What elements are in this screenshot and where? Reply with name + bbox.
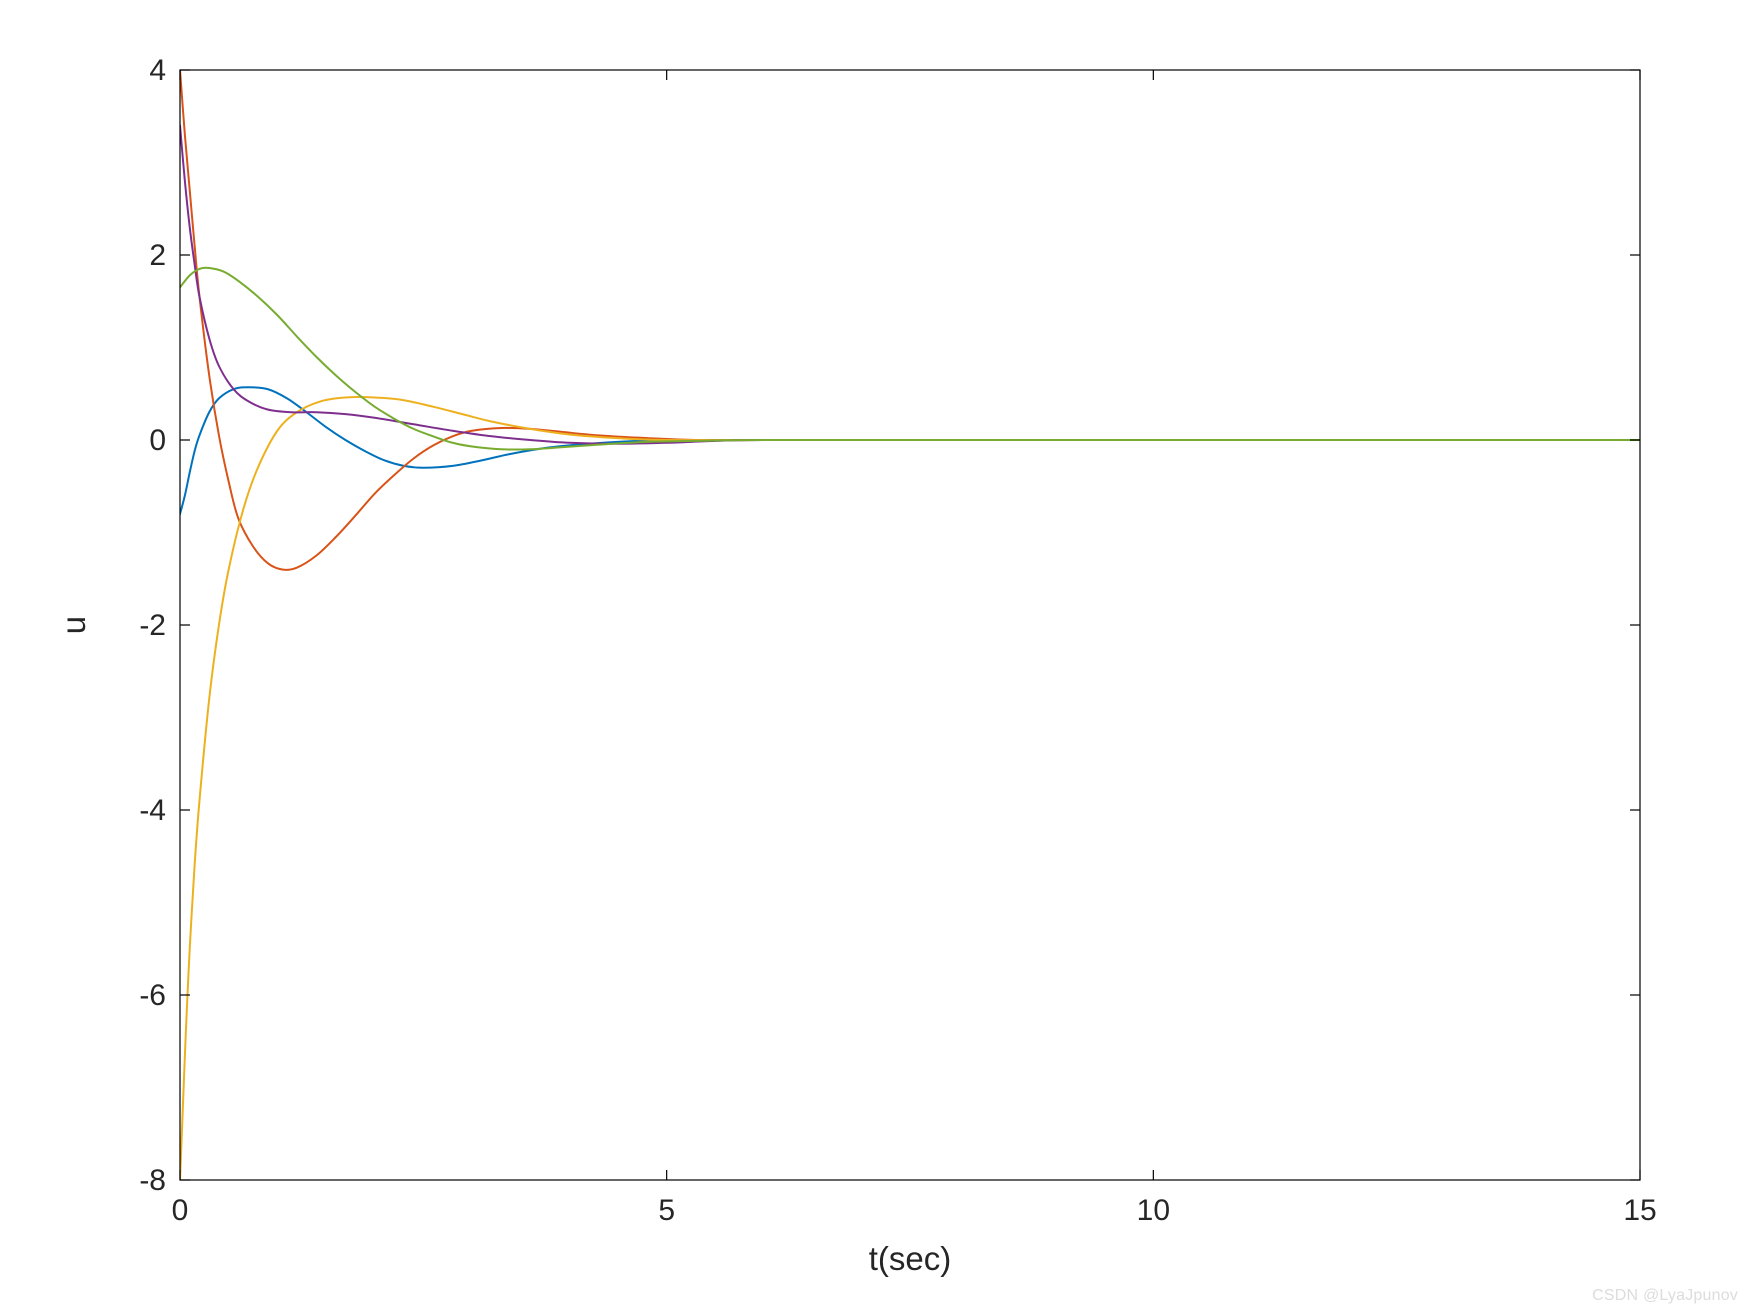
x-tick-label: 5 [658,1194,675,1227]
y-axis-label: u [55,616,92,634]
y-tick-label: -8 [139,1164,166,1197]
x-tick-label: 15 [1623,1194,1656,1227]
watermark: CSDN @LyaJpunov [1592,1287,1738,1305]
y-tick-label: -4 [139,794,166,827]
y-tick-label: -6 [139,979,166,1012]
plot-background [180,70,1640,1180]
x-tick-label: 10 [1137,1194,1170,1227]
x-axis-label: t(sec) [869,1240,952,1277]
x-tick-label: 0 [172,1194,189,1227]
y-tick-label: 4 [149,54,166,87]
y-tick-label: 2 [149,239,166,272]
y-tick-label: 0 [149,424,166,457]
y-tick-label: -2 [139,609,166,642]
chart-canvas: 0 5 10 15 -8 -6 -4 -2 0 2 4 t(sec) u [0,0,1750,1313]
